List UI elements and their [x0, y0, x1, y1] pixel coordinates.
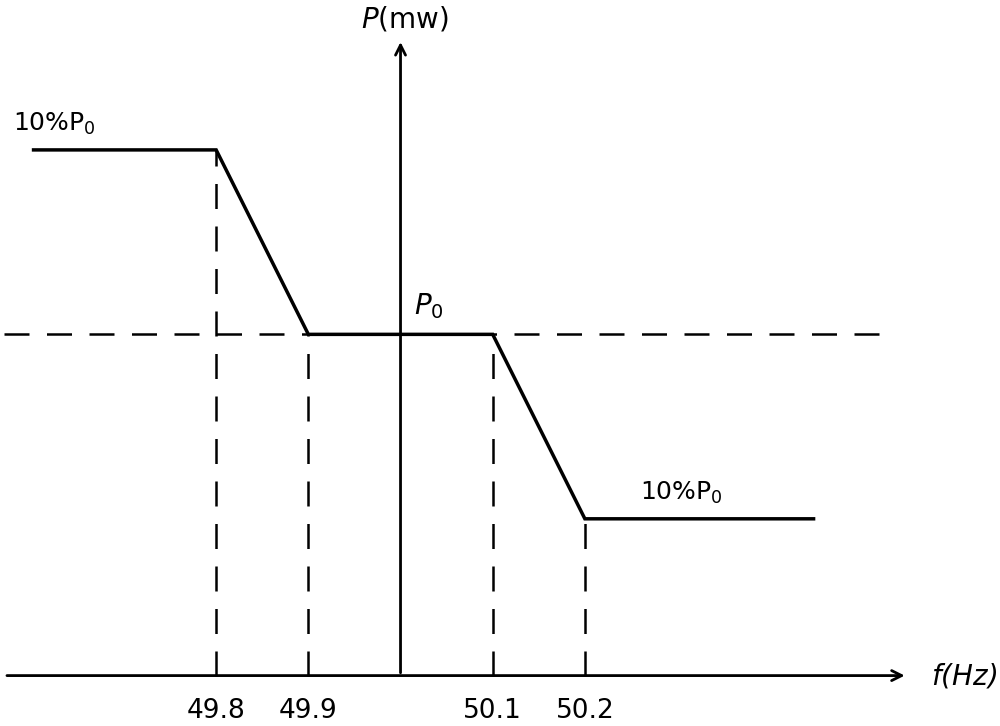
Text: 50.1: 50.1	[463, 698, 522, 724]
Text: $f$(Hz): $f$(Hz)	[931, 661, 997, 690]
Text: $P$(mw): $P$(mw)	[361, 4, 449, 33]
Text: $P_0$: $P_0$	[414, 292, 444, 322]
Text: 49.9: 49.9	[279, 698, 338, 724]
Text: 10%P$_0$: 10%P$_0$	[640, 480, 723, 506]
Text: 50.2: 50.2	[556, 698, 614, 724]
Text: 49.8: 49.8	[187, 698, 246, 724]
Text: 10%P$_0$: 10%P$_0$	[13, 111, 96, 137]
